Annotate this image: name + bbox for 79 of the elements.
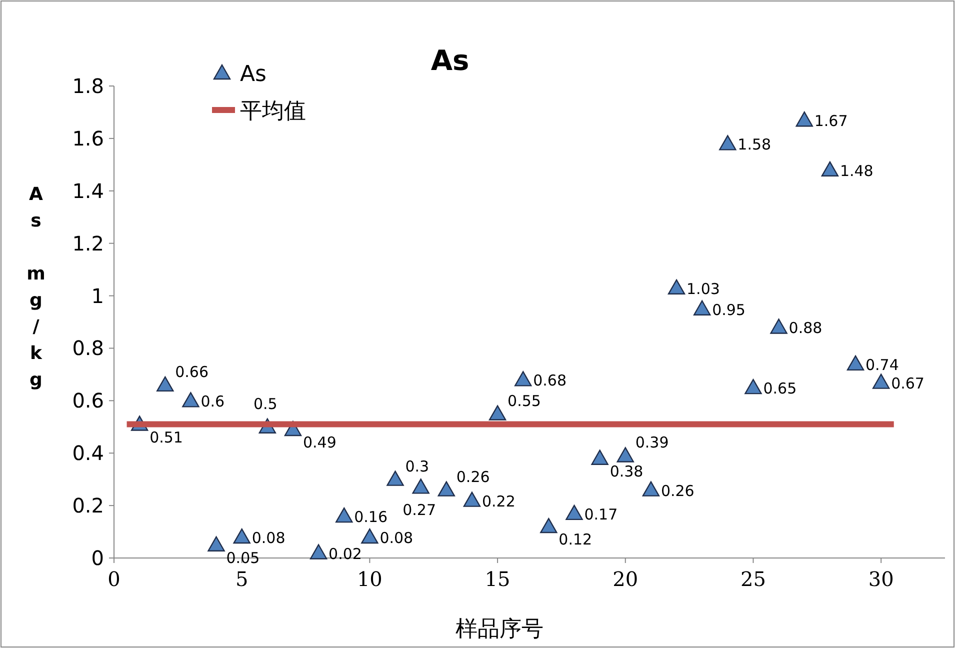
- point: [796, 111, 813, 127]
- x-tick-label: 10: [356, 567, 382, 591]
- data-label: 0.16: [354, 508, 388, 526]
- point: [744, 378, 762, 394]
- data-label: 1.58: [738, 136, 772, 154]
- x-tick-label: 30: [868, 567, 894, 591]
- data-label: 0.08: [380, 529, 414, 548]
- point: [770, 318, 788, 334]
- point: [591, 450, 608, 465]
- point: [540, 518, 558, 534]
- point: [463, 492, 481, 507]
- point: [668, 279, 686, 295]
- point: [336, 507, 353, 523]
- y-tick-label: 1.8: [72, 74, 104, 98]
- data-label: 0.66: [175, 362, 209, 381]
- point: [514, 371, 532, 386]
- data-label: 0.05: [226, 548, 260, 567]
- point: [208, 536, 225, 552]
- legend-label: As: [240, 62, 267, 87]
- point: [566, 504, 583, 520]
- point: [156, 376, 174, 392]
- data-label: 0.49: [302, 434, 336, 452]
- data-label: 0.38: [610, 462, 644, 480]
- point: [693, 300, 711, 316]
- x-tick-label: 15: [484, 567, 510, 591]
- data-label: 0.65: [763, 380, 797, 398]
- data-label: 0.39: [635, 434, 669, 452]
- point: [182, 392, 200, 408]
- y-tick-label: 0.4: [72, 441, 104, 466]
- y-tick-label: 1.2: [72, 231, 104, 256]
- y-tick-label: 1.4: [72, 178, 104, 203]
- data-label: 0.26: [456, 468, 490, 486]
- x-tick-label: 25: [740, 567, 766, 591]
- data-label: 0.12: [558, 530, 592, 549]
- x-axis-title: 样品序号: [456, 617, 544, 642]
- y-tick-label: 1.6: [72, 126, 104, 150]
- data-label: 0.6: [200, 392, 225, 411]
- chart-title: As: [430, 44, 470, 77]
- y-tick-label: 0.6: [72, 388, 104, 413]
- text: As mg/kg: [26, 184, 46, 390]
- point: [412, 478, 430, 494]
- data-label: 0.67: [891, 374, 924, 392]
- data-label: 0.27: [402, 501, 436, 520]
- data-label: 0.55: [508, 392, 541, 410]
- data-label: 0.08: [252, 529, 286, 548]
- point: [361, 528, 378, 544]
- data-label: 0.5: [254, 394, 278, 413]
- legend-label: 平均值: [240, 99, 306, 124]
- point: [719, 135, 736, 150]
- data-label: 0.02: [328, 544, 362, 563]
- data-label: 0.17: [584, 505, 618, 524]
- data-label: 0.22: [482, 492, 516, 510]
- point: [872, 374, 890, 389]
- data-label: 1.03: [686, 280, 720, 298]
- x-tick-label: 20: [612, 567, 638, 591]
- y-tick-label: 1: [91, 284, 104, 308]
- data-label: 0.68: [533, 372, 567, 390]
- y-tick-label: 0.8: [72, 336, 104, 360]
- y-tick-label: 0.2: [72, 494, 104, 518]
- point: [616, 447, 634, 462]
- data-label: 0.26: [660, 482, 694, 500]
- data-label: 0.74: [866, 356, 899, 374]
- data-label: 0.95: [712, 300, 746, 319]
- y-tick-label: 0: [91, 546, 104, 570]
- data-label: 1.67: [814, 112, 848, 130]
- data-label: 0.51: [150, 428, 183, 446]
- data-label: 0.3: [405, 457, 430, 476]
- point: [821, 161, 839, 177]
- data-label: 1.48: [840, 162, 874, 180]
- point: [438, 481, 455, 496]
- x-tick-label: 5: [235, 567, 248, 591]
- point: [310, 544, 328, 560]
- point: [488, 405, 506, 420]
- point: [642, 481, 660, 496]
- point: [846, 355, 864, 371]
- x-tick-label: 0: [108, 567, 120, 591]
- data-label: 0.88: [788, 319, 822, 338]
- point: [386, 470, 404, 486]
- point: [233, 528, 250, 544]
